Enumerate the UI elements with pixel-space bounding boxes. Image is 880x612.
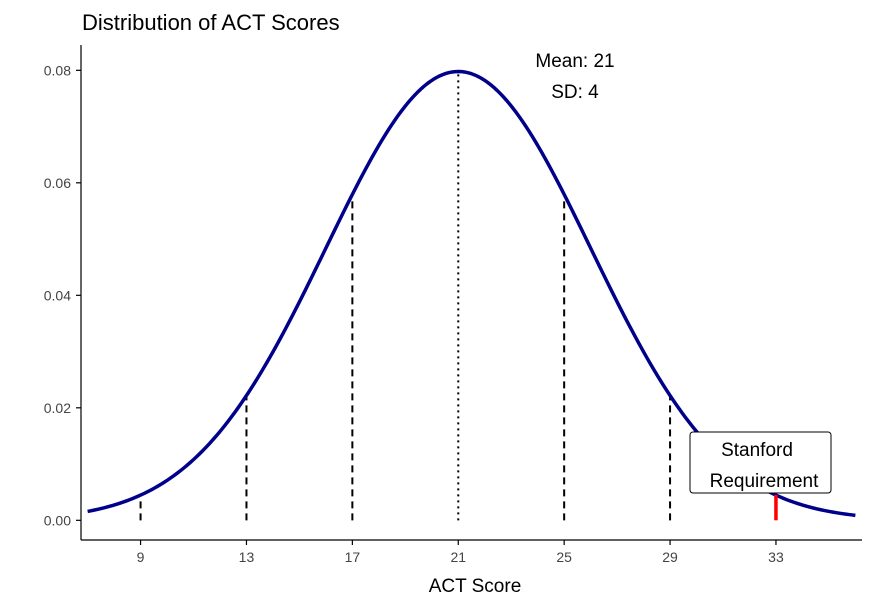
reference-lines (139, 71, 672, 521)
chart-title: Distribution of ACT Scores (82, 10, 340, 35)
x-ticks: 9 13 17 21 25 29 33 (137, 540, 784, 565)
x-axis-label: ACT Score (429, 576, 522, 597)
sd-annotation: SD: 4 (551, 82, 599, 103)
y-tick-label: 0.00 (44, 512, 71, 528)
y-ticks: 0.00 0.02 0.04 0.06 0.08 (44, 62, 81, 528)
x-tick-label: 29 (662, 549, 678, 565)
x-tick-label: 33 (768, 549, 784, 565)
callout-line-1: Stanford (721, 440, 793, 461)
axes: 0.00 0.02 0.04 0.06 0.08 9 13 17 21 25 29 33 (44, 45, 862, 565)
y-tick-label: 0.06 (44, 175, 71, 191)
y-tick-label: 0.02 (44, 400, 71, 416)
y-tick-label: 0.04 (44, 287, 71, 303)
x-tick-label: 25 (556, 549, 572, 565)
x-tick-label: 17 (345, 549, 361, 565)
callout-line-2: Requirement (710, 471, 819, 492)
callout-box (689, 431, 832, 494)
mean-annotation: Mean: 21 (535, 51, 614, 72)
x-tick-label: 9 (137, 549, 145, 565)
x-tick-label: 13 (239, 549, 255, 565)
stanford-callout: Stanford Requirement (689, 431, 832, 494)
y-tick-label: 0.08 (44, 62, 71, 78)
x-tick-label: 21 (450, 549, 466, 565)
